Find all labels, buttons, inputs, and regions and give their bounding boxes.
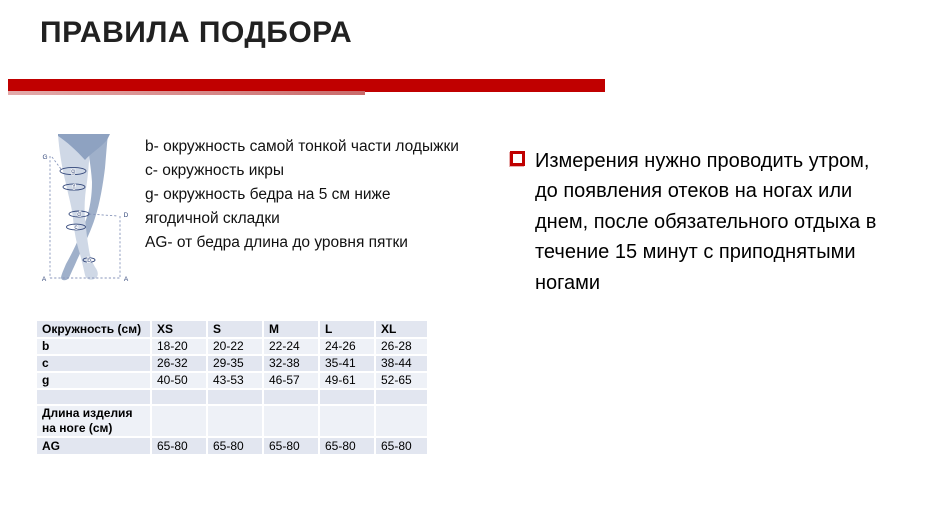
row-label: c xyxy=(37,356,150,371)
cell: 38-44 xyxy=(376,356,427,371)
cell: 65-80 xyxy=(152,438,206,454)
table-row-length-label: Длина изделия на ноге (см) xyxy=(37,406,427,436)
cell: 49-61 xyxy=(320,373,374,388)
cell xyxy=(208,406,262,436)
cell xyxy=(320,390,374,404)
circumference-bands xyxy=(59,166,96,263)
table-row-b: b 18-20 20-22 22-24 24-26 26-28 xyxy=(37,339,427,354)
cell: 46-57 xyxy=(264,373,318,388)
cell xyxy=(208,390,262,404)
cell xyxy=(152,406,206,436)
note-line-g: g- окружность бедра на 5 см ниже ягодичн… xyxy=(145,186,391,228)
header-l: L xyxy=(320,321,374,337)
cell: 20-22 xyxy=(208,339,262,354)
note-line-ag: AG- от бедра длина до уровня пятки xyxy=(145,234,408,252)
cell: 35-41 xyxy=(320,356,374,371)
table-row-g: g 40-50 43-53 46-57 49-61 52-65 xyxy=(37,373,427,388)
band-label-b: b xyxy=(87,257,91,264)
cell xyxy=(376,406,427,436)
cell: 40-50 xyxy=(152,373,206,388)
cell: 65-80 xyxy=(320,438,374,454)
corner-label-D: D xyxy=(124,212,129,219)
row-label: b xyxy=(37,339,150,354)
header-m: M xyxy=(264,321,318,337)
band-label-g: g xyxy=(71,168,75,175)
cell: 29-35 xyxy=(208,356,262,371)
table-header-row: Окружность (см) XS S M L XL xyxy=(37,321,427,337)
legs-measurement-diagram: g f d c b G D A A xyxy=(42,134,129,283)
page-title: ПРАВИЛА ПОДБОРА xyxy=(40,16,353,49)
cell: 18-20 xyxy=(152,339,206,354)
note-line-b: b- окружность самой тонкой части лодыжки xyxy=(145,138,459,155)
table-row-c: c 26-32 29-35 32-38 35-41 38-44 xyxy=(37,356,427,371)
cell xyxy=(264,406,318,436)
corner-label-A-left: A xyxy=(42,276,47,283)
corner-label-A-right: A xyxy=(124,276,129,283)
row-label: g xyxy=(37,373,150,388)
cell xyxy=(264,390,318,404)
measurement-advice-block: Измерения нужно проводить утром, до появ… xyxy=(510,146,914,298)
note-line-c: c- окружность икры xyxy=(145,162,284,180)
header-s: S xyxy=(208,321,262,337)
row-label: AG xyxy=(37,438,150,454)
table-row-spacer xyxy=(37,390,427,404)
band-label-c: c xyxy=(74,224,78,231)
band-label-d: d xyxy=(77,211,81,218)
cell xyxy=(376,390,427,404)
header-circumference: Окружность (см) xyxy=(37,321,150,337)
square-bullet-icon xyxy=(510,151,525,166)
band-label-f: f xyxy=(73,184,75,191)
front-leg-shape xyxy=(58,134,98,280)
corner-label-G: G xyxy=(42,154,47,161)
table-row-ag: AG 65-80 65-80 65-80 65-80 65-80 xyxy=(37,438,427,454)
header-xl: XL xyxy=(376,321,427,337)
cell: 32-38 xyxy=(264,356,318,371)
measurement-advice-text: Измерения нужно проводить утром, до появ… xyxy=(535,150,877,294)
cell: 24-26 xyxy=(320,339,374,354)
back-leg-shape xyxy=(61,134,108,281)
cell: 26-32 xyxy=(152,356,206,371)
header-xs: XS xyxy=(152,321,206,337)
cell xyxy=(152,390,206,404)
size-table: Окружность (см) XS S M L XL b 18-20 20-2… xyxy=(35,319,429,456)
cell: 43-53 xyxy=(208,373,262,388)
measurement-frame xyxy=(49,156,121,279)
cell xyxy=(320,406,374,436)
cell: 52-65 xyxy=(376,373,427,388)
cell: 65-80 xyxy=(264,438,318,454)
cell xyxy=(37,390,150,404)
accent-bar-shadow xyxy=(8,91,365,95)
cell: 22-24 xyxy=(264,339,318,354)
accent-bar xyxy=(8,79,605,92)
cell: 65-80 xyxy=(376,438,427,454)
cell: 65-80 xyxy=(208,438,262,454)
cell: 26-28 xyxy=(376,339,427,354)
hip-shape xyxy=(58,134,110,160)
row-label: Длина изделия на ноге (см) xyxy=(37,406,150,436)
measurement-notes: b- окружность самой тонкой части лодыжки… xyxy=(145,135,467,255)
